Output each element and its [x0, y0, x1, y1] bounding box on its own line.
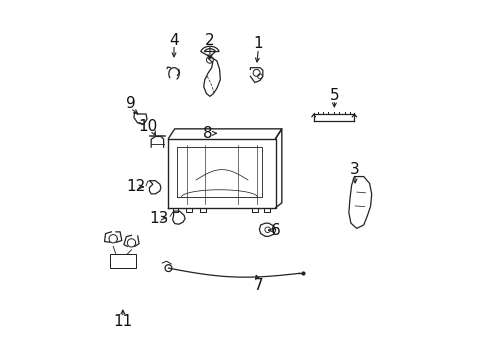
Text: 3: 3 — [349, 162, 359, 177]
Text: 4: 4 — [169, 32, 179, 48]
Text: 5: 5 — [329, 88, 339, 103]
Text: 8: 8 — [203, 126, 213, 141]
Text: 11: 11 — [113, 314, 132, 329]
Text: 12: 12 — [126, 179, 145, 194]
Text: 9: 9 — [125, 96, 135, 112]
Text: 10: 10 — [139, 119, 158, 134]
Text: 7: 7 — [253, 278, 263, 293]
Text: 6: 6 — [270, 222, 280, 238]
Bar — [109, 254, 136, 268]
Text: 2: 2 — [204, 32, 214, 48]
Text: 13: 13 — [149, 211, 168, 225]
Text: 1: 1 — [253, 36, 263, 51]
